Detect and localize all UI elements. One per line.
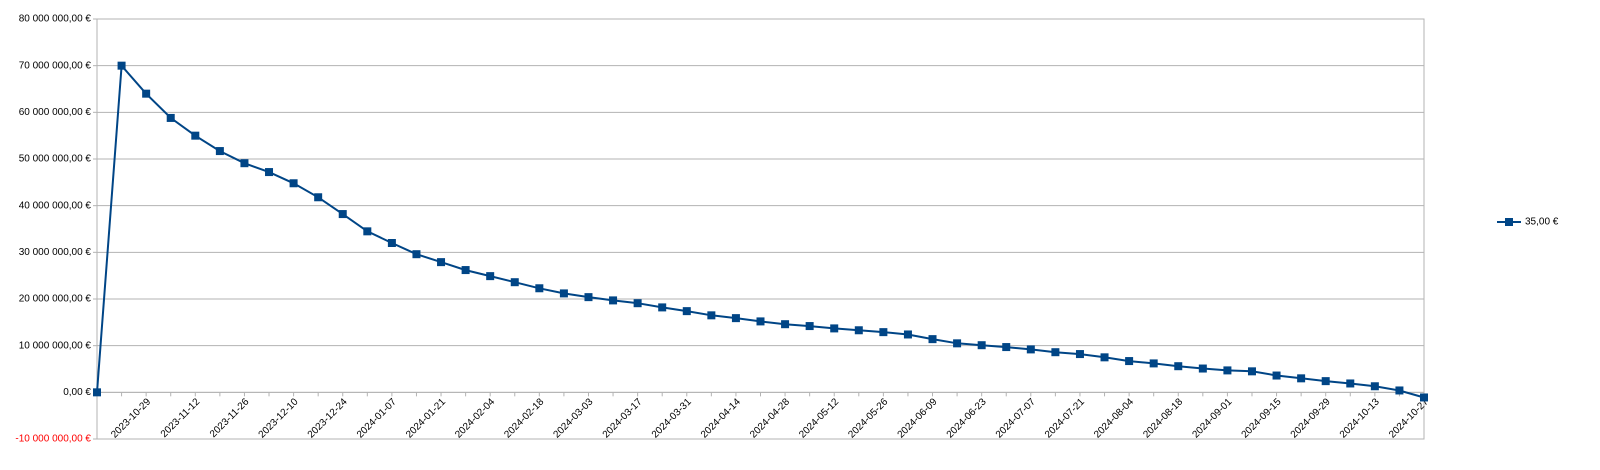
marker bbox=[215, 147, 224, 156]
x-tick-label: 2023-11-26 bbox=[208, 396, 252, 440]
marker bbox=[953, 339, 962, 348]
marker bbox=[633, 299, 642, 308]
marker bbox=[387, 239, 396, 247]
x-tick-label: 2024-07-21 bbox=[1043, 396, 1087, 440]
marker bbox=[240, 159, 249, 168]
marker bbox=[559, 289, 568, 298]
marker bbox=[142, 89, 151, 98]
marker bbox=[756, 317, 765, 326]
x-tick-label: 2024-09-15 bbox=[1240, 396, 1284, 440]
marker bbox=[437, 258, 446, 267]
x-tick-label: 2024-04-14 bbox=[699, 396, 743, 440]
x-tick-label: 2024-03-03 bbox=[552, 396, 596, 440]
marker bbox=[609, 296, 618, 305]
marker bbox=[1075, 350, 1084, 359]
marker bbox=[486, 272, 495, 281]
marker bbox=[1026, 345, 1035, 354]
marker bbox=[166, 113, 175, 122]
x-tick-label: 2024-01-21 bbox=[404, 396, 448, 440]
x-tick-label: 2023-11-12 bbox=[159, 396, 203, 440]
x-tick-label: 2024-02-18 bbox=[502, 396, 546, 440]
marker bbox=[461, 266, 470, 275]
x-tick-label: 2024-09-01 bbox=[1190, 396, 1234, 440]
marker bbox=[338, 210, 347, 219]
marker bbox=[707, 311, 716, 320]
marker bbox=[314, 193, 323, 202]
marker bbox=[903, 330, 912, 339]
line bbox=[96, 63, 1425, 399]
x-tick-label: 2023-12-24 bbox=[306, 396, 350, 440]
marker bbox=[1174, 362, 1183, 371]
x-tick-label: 2024-10-27 bbox=[1387, 396, 1431, 440]
marker bbox=[1100, 353, 1109, 362]
marker bbox=[1297, 374, 1306, 383]
marker bbox=[535, 284, 544, 293]
y-tick-label: 10 000 000,00 € bbox=[19, 340, 92, 351]
x-tick-label: 2024-04-28 bbox=[748, 396, 792, 440]
marker bbox=[977, 341, 986, 350]
y-tick-label: 20 000 000,00 € bbox=[19, 294, 92, 305]
marker bbox=[1247, 367, 1256, 376]
marker bbox=[682, 307, 691, 316]
x-tick-label: 2024-02-04 bbox=[453, 396, 497, 440]
marker bbox=[854, 326, 863, 335]
x-tick-label: 2024-08-18 bbox=[1141, 396, 1185, 440]
marker bbox=[1223, 366, 1232, 375]
marker bbox=[1051, 348, 1060, 357]
marker bbox=[1149, 359, 1158, 368]
x-tick-label: 2024-03-31 bbox=[650, 396, 694, 440]
marker bbox=[1321, 377, 1330, 386]
marker bbox=[879, 328, 888, 337]
y-tick-label: 30 000 000,00 € bbox=[19, 247, 92, 258]
y-tick-label: 40 000 000,00 € bbox=[19, 200, 92, 211]
plot-frame bbox=[96, 18, 1425, 440]
marker bbox=[1395, 386, 1404, 395]
y-tick-label: 70 000 000,00 € bbox=[19, 60, 92, 71]
marker bbox=[363, 227, 372, 236]
x-tick-label: 2024-09-29 bbox=[1289, 396, 1333, 440]
marker bbox=[1002, 343, 1011, 352]
marker bbox=[289, 179, 298, 188]
x-tick-label: 2024-05-26 bbox=[846, 396, 890, 440]
y-tick-label: 0,00 € bbox=[63, 387, 91, 398]
marker bbox=[1198, 364, 1207, 373]
x-tick-label: 2024-03-17 bbox=[601, 396, 645, 440]
x-tick-label: 2023-12-10 bbox=[257, 396, 301, 440]
marker bbox=[1370, 382, 1379, 391]
marker bbox=[191, 131, 200, 140]
marker bbox=[117, 61, 126, 70]
y-tick-label: 60 000 000,00 € bbox=[19, 107, 92, 118]
marker bbox=[1125, 357, 1134, 366]
marker bbox=[658, 303, 667, 312]
marker bbox=[412, 250, 421, 259]
x-tick-label: 2024-05-12 bbox=[797, 396, 841, 440]
marker bbox=[805, 322, 814, 331]
x-tick-label: 2024-06-23 bbox=[945, 396, 989, 440]
marker bbox=[510, 278, 519, 287]
marker bbox=[1346, 379, 1355, 388]
marker bbox=[1420, 393, 1428, 402]
x-tick-label: 2023-10-29 bbox=[109, 396, 153, 440]
x-tick-label: 2024-06-09 bbox=[896, 396, 940, 440]
marker bbox=[781, 320, 790, 329]
marker bbox=[93, 388, 101, 397]
y-tick-label: -10 000 000,00 € bbox=[15, 434, 91, 445]
legend-label: 35,00 € bbox=[1525, 217, 1559, 228]
marker bbox=[731, 314, 740, 323]
legend-marker bbox=[1505, 218, 1513, 226]
marker bbox=[1272, 371, 1281, 380]
marker bbox=[830, 324, 839, 333]
y-tick-label: 50 000 000,00 € bbox=[19, 154, 92, 165]
x-tick-label: 2024-08-04 bbox=[1092, 396, 1136, 440]
x-tick-label: 2024-07-07 bbox=[994, 396, 1038, 440]
marker bbox=[265, 168, 274, 177]
y-tick-label: 80 000 000,00 € bbox=[19, 14, 92, 25]
marker bbox=[928, 335, 937, 344]
x-tick-label: 2024-10-13 bbox=[1338, 396, 1382, 440]
marker bbox=[584, 293, 593, 302]
x-tick-label: 2024-01-07 bbox=[355, 396, 399, 440]
